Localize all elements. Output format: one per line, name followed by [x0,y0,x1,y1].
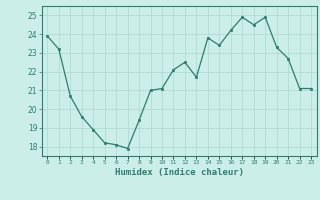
X-axis label: Humidex (Indice chaleur): Humidex (Indice chaleur) [115,168,244,177]
